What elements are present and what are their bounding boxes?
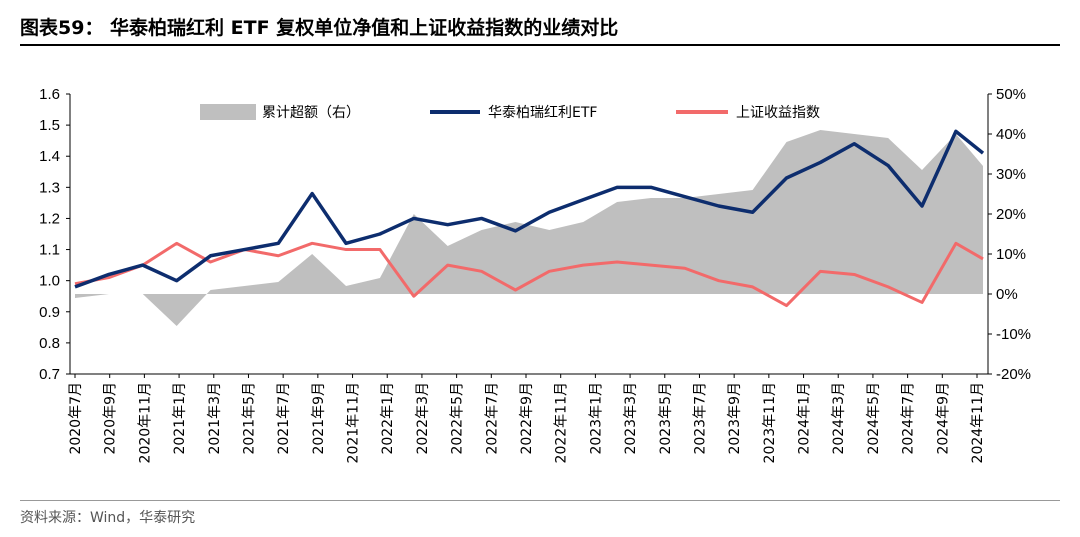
x-tick-label: 2022年11月 bbox=[554, 382, 570, 463]
x-tick-label: 2023年5月 bbox=[658, 382, 674, 455]
left-tick-label: 1.4 bbox=[39, 148, 60, 165]
right-tick-label: 20% bbox=[996, 206, 1026, 223]
left-axis-ticks: 1.6 1.5 1.4 1.3 1.2 1.1 1.0 0.9 0.8 0.7 bbox=[39, 86, 70, 383]
x-tick-label: 2020年7月 bbox=[68, 382, 84, 455]
x-tick-label: 2021年5月 bbox=[241, 382, 257, 455]
x-tick-label: 2022年5月 bbox=[450, 382, 466, 455]
x-tick-label: 2022年3月 bbox=[415, 382, 431, 455]
left-tick-label: 0.8 bbox=[39, 335, 60, 352]
x-tick-label: 2021年3月 bbox=[207, 382, 223, 455]
x-tick-label: 2024年5月 bbox=[866, 382, 882, 455]
right-tick-label: 50% bbox=[996, 86, 1026, 103]
x-tick-label: 2021年7月 bbox=[276, 382, 292, 455]
x-tick-label: 2020年11月 bbox=[137, 382, 153, 463]
right-axis-ticks: 50% 40% 30% 20% 10% 0% -10% -20% bbox=[988, 86, 1031, 383]
legend-label-index: 上证收益指数 bbox=[736, 105, 820, 121]
legend-label-etf: 华泰柏瑞红利ETF bbox=[488, 105, 597, 121]
left-tick-label: 1.1 bbox=[39, 242, 60, 259]
legend-swatch-excess bbox=[200, 104, 256, 120]
legend: 累计超额（右） 华泰柏瑞红利ETF 上证收益指数 bbox=[200, 104, 820, 121]
chart-title: 图表59： 华泰柏瑞红利 ETF 复权单位净值和上证收益指数的业绩对比 bbox=[20, 14, 1060, 46]
x-tick-label: 2023年1月 bbox=[588, 382, 604, 455]
left-tick-label: 1.3 bbox=[39, 179, 60, 196]
line-layer bbox=[74, 129, 985, 308]
x-tick-label: 2022年7月 bbox=[484, 382, 500, 455]
left-tick-label: 1.2 bbox=[39, 210, 60, 227]
right-tick-label: 0% bbox=[996, 286, 1018, 303]
etf-line bbox=[74, 129, 985, 289]
right-tick-label: -10% bbox=[996, 326, 1031, 343]
index-line bbox=[74, 241, 984, 308]
x-tick-label: 2023年9月 bbox=[727, 382, 743, 455]
right-tick-label: 10% bbox=[996, 246, 1026, 263]
axes bbox=[69, 94, 989, 375]
x-tick-label: 2022年9月 bbox=[519, 382, 535, 455]
left-tick-label: 0.9 bbox=[39, 304, 60, 321]
x-tick-label: 2022年1月 bbox=[380, 382, 396, 455]
left-tick-label: 0.7 bbox=[39, 366, 60, 383]
x-tick-label: 2024年1月 bbox=[797, 382, 813, 455]
x-tick-label: 2023年11月 bbox=[762, 382, 778, 463]
x-tick-label: 2024年3月 bbox=[831, 382, 847, 455]
left-tick-label: 1.5 bbox=[39, 117, 60, 134]
x-axis-ticks: 2020年7月 2020年9月 2020年11月 2021年1月 2021年3月 2021… bbox=[68, 374, 986, 463]
x-tick-label: 2023年7月 bbox=[692, 382, 708, 455]
x-tick-label: 2021年9月 bbox=[311, 382, 327, 455]
right-tick-label: 40% bbox=[996, 126, 1026, 143]
x-tick-label: 2021年1月 bbox=[172, 382, 188, 455]
excess-return-area bbox=[75, 130, 983, 326]
x-tick-label: 2020年9月 bbox=[103, 382, 119, 455]
legend-label-excess: 累计超额（右） bbox=[262, 105, 360, 121]
x-tick-label: 2024年7月 bbox=[901, 382, 917, 455]
source-note: 资料来源：Wind，华泰研究 bbox=[20, 500, 1060, 527]
excess-area-layer bbox=[75, 130, 983, 326]
x-tick-label: 2021年11月 bbox=[346, 382, 362, 463]
x-tick-label: 2024年9月 bbox=[935, 382, 951, 455]
x-tick-label: 2023年3月 bbox=[623, 382, 639, 455]
x-tick-label: 2024年11月 bbox=[970, 382, 986, 463]
right-tick-label: 30% bbox=[996, 166, 1026, 183]
chart: 1.6 1.5 1.4 1.3 1.2 1.1 1.0 0.9 0.8 0.7 50% 40% 30%… bbox=[39, 86, 1031, 463]
left-tick-label: 1.0 bbox=[39, 273, 60, 290]
left-tick-label: 1.6 bbox=[39, 86, 60, 103]
right-tick-label: -20% bbox=[996, 366, 1031, 383]
